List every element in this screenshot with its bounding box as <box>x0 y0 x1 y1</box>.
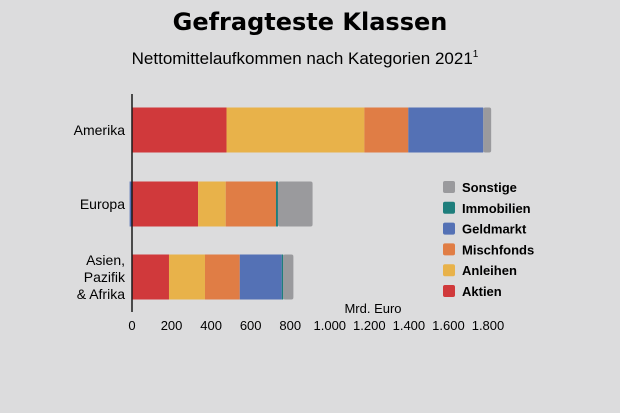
x-tick-label-0: 0 <box>128 318 135 333</box>
bar-segment-aktien-3 <box>132 254 169 300</box>
legend-label-immobilien: Immobilien <box>462 201 531 216</box>
chart-title: Gefragteste Klassen <box>173 8 448 36</box>
bar-segment-immobilien-3 <box>281 254 284 300</box>
bar-segment-aktien-1 <box>132 107 227 153</box>
category-labels: Amerika Europa Asien,Pazifik& Afrika <box>74 122 126 302</box>
chart-subtitle-text: Nettomittelaufkommen nach Kategorien 202… <box>132 49 473 68</box>
x-tick-label-600: 600 <box>240 318 262 333</box>
category-label-3-line-3: & Afrika <box>77 286 125 302</box>
bar-segment-mischfonds-3 <box>204 254 240 300</box>
x-tick-label-1200: 1.200 <box>353 318 386 333</box>
bar-segment-geldmarkt-1 <box>408 107 484 153</box>
bar-segment-anleihen-3 <box>168 254 205 300</box>
bar-segment-geldmarkt-2 <box>129 181 132 227</box>
bar-segment-sonstige-1 <box>483 107 492 153</box>
legend-label-anleihen: Anleihen <box>462 263 517 278</box>
legend-label-sonstige: Sonstige <box>462 180 517 195</box>
x-tick-label-1800: 1.800 <box>472 318 505 333</box>
legend-swatch-sonstige <box>443 181 455 193</box>
chart-subtitle: Nettomittelaufkommen nach Kategorien 202… <box>132 49 479 68</box>
category-label-3-line-1: Asien, <box>86 252 125 268</box>
legend-label-aktien: Aktien <box>462 284 502 299</box>
category-label-1-line-1: Amerika <box>74 122 126 138</box>
bars-group <box>129 107 492 300</box>
bar-segment-geldmarkt-3 <box>239 254 282 300</box>
bar-segment-immobilien-2 <box>275 181 278 227</box>
bar-segment-aktien-2 <box>132 181 199 227</box>
bar-segment-mischfonds-2 <box>225 181 276 227</box>
legend-swatch-immobilien <box>443 201 455 214</box>
x-tick-label-800: 800 <box>279 318 301 333</box>
legend-label-geldmarkt: Geldmarkt <box>462 222 527 237</box>
legend-swatch-aktien <box>443 285 455 297</box>
chart-subtitle-footnote: 1 <box>473 49 479 60</box>
x-tick-label-1600: 1.600 <box>432 318 465 333</box>
bar-segment-sonstige-2 <box>277 181 313 227</box>
bar-segment-anleihen-1 <box>226 107 365 153</box>
legend-swatch-geldmarkt <box>443 222 455 235</box>
x-tick-label-1000: 1.000 <box>314 318 347 333</box>
bar-segment-mischfonds-1 <box>364 107 409 153</box>
category-label-2-line-1: Europa <box>80 196 125 212</box>
legend: Sonstige Immobilien Geldmarkt Mischfonds Anl… <box>443 180 534 299</box>
x-axis-unit-label: Mrd. Euro <box>344 301 401 316</box>
x-tick-label-400: 400 <box>200 318 222 333</box>
category-label-3-line-2: Pazifik <box>84 269 126 285</box>
legend-label-mischfonds: Mischfonds <box>462 242 534 257</box>
bar-segment-anleihen-2 <box>198 181 226 227</box>
x-axis-ticks: 0 200 400 600 800 1.000 1.200 1.400 1.600 1.800 <box>128 318 504 333</box>
x-tick-label-200: 200 <box>161 318 183 333</box>
bar-segment-sonstige-3 <box>283 254 294 300</box>
legend-swatch-mischfonds <box>443 243 455 256</box>
legend-swatch-anleihen <box>443 264 455 277</box>
x-tick-label-1400: 1.400 <box>393 318 426 333</box>
